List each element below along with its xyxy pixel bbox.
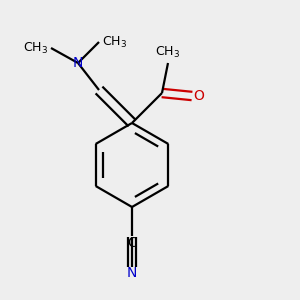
Text: O: O <box>194 89 204 103</box>
Text: CH$_3$: CH$_3$ <box>23 40 48 56</box>
Text: N: N <box>127 266 137 280</box>
Text: CH$_3$: CH$_3$ <box>102 34 127 50</box>
Text: C: C <box>127 236 137 250</box>
Text: CH$_3$: CH$_3$ <box>155 45 181 60</box>
Text: N: N <box>73 56 83 70</box>
